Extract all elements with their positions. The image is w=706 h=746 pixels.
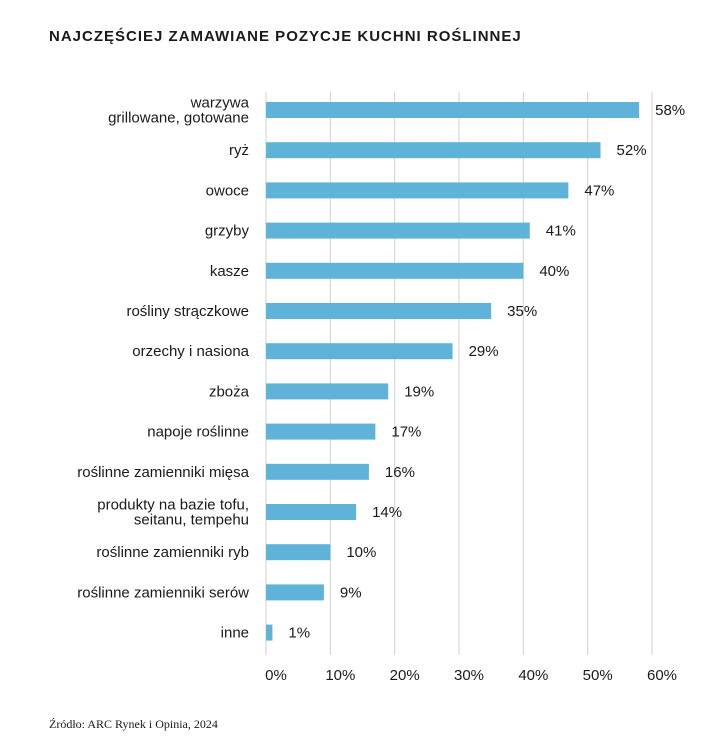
x-tick-label: 20% [390,667,420,684]
category-label: warzywa grillowane, gotowane [108,95,250,127]
bar [266,182,569,199]
category-label: owoce [206,182,249,199]
value-label: 58% [655,102,685,119]
gridlines [265,92,653,655]
category-label: kasze [210,263,249,280]
category-labels: warzywa grillowane, gotowane ryż owoce grzyb… [77,95,249,642]
value-label: 9% [340,584,362,601]
category-label: rośliny strączkowe [126,303,249,320]
value-label: 35% [507,303,537,320]
value-label: 52% [617,142,647,159]
bar [266,343,453,360]
category-label: ryż [229,142,249,159]
x-tick-label: 10% [325,667,355,684]
value-label: 29% [469,343,499,360]
value-label: 1% [288,625,310,642]
bar [266,504,357,520]
value-label: 17% [391,424,421,441]
category-label: napoje roślinne [147,424,249,441]
bar [266,544,331,561]
value-label: 41% [546,223,576,240]
x-axis-tick-labels: 0% 10% 20% 30% 40% 50% 60% [265,667,677,684]
x-tick-label: 60% [647,667,677,684]
value-label: 19% [404,383,434,400]
category-label: roślinne zamienniki mięsa [77,464,249,481]
bar [266,303,492,319]
value-label: 16% [385,464,415,481]
bar [266,383,389,400]
value-label: 10% [346,544,376,561]
bar [266,423,376,440]
chart-title: NAJCZĘŚCIEJ ZAMAWIANE POZYCJE KUCHNI ROŚ… [49,28,522,45]
category-label: roślinne zamienniki ryb [96,544,249,561]
category-label: inne [221,625,249,642]
category-label: zboża [209,383,250,400]
bar [266,463,369,480]
bar [266,142,601,159]
x-tick-label: 30% [454,667,484,684]
bar [266,584,324,601]
category-label: produkty na bazie tofu, seitanu, tempehu [97,497,249,529]
bars [266,102,640,641]
value-label: 40% [539,263,569,280]
bar [266,262,524,279]
x-tick-label: 40% [518,667,548,684]
value-labels: 58% 52% 47% 41% 40% 35% 29% 19% 17% 16% 14% 10% 9% 1% [288,102,685,642]
x-tick-label: 50% [583,667,613,684]
bar [266,102,640,118]
value-label: 14% [372,504,402,521]
source-note: Źródło: ARC Rynek i Opinia, 2024 [49,717,218,731]
x-tick-label: 0% [265,667,287,684]
bar [266,222,530,239]
value-label: 47% [584,182,614,199]
category-label: grzyby [205,223,250,240]
category-label: orzechy i nasiona [132,343,249,360]
category-label: roślinne zamienniki serów [77,584,249,601]
bar [266,624,273,641]
